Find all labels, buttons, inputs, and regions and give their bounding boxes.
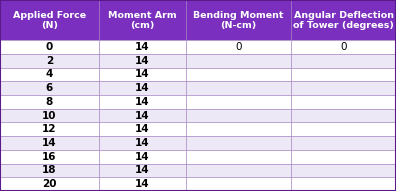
Text: 12: 12: [42, 124, 57, 134]
Text: Bending Moment
(N-cm): Bending Moment (N-cm): [193, 11, 284, 30]
Bar: [99, 109, 186, 122]
Bar: [186, 0, 291, 40]
Bar: [186, 68, 291, 81]
Bar: [186, 177, 291, 191]
Text: 14: 14: [135, 83, 150, 93]
Bar: [186, 40, 291, 54]
Bar: [99, 177, 186, 191]
Text: 14: 14: [135, 165, 150, 175]
Bar: [0, 136, 99, 150]
Bar: [186, 81, 291, 95]
Bar: [291, 68, 396, 81]
Bar: [186, 109, 291, 122]
Text: 14: 14: [135, 124, 150, 134]
Bar: [186, 54, 291, 68]
Text: 4: 4: [46, 69, 53, 79]
Bar: [99, 136, 186, 150]
Bar: [99, 95, 186, 109]
Text: Moment Arm
(cm): Moment Arm (cm): [108, 11, 177, 30]
Bar: [186, 122, 291, 136]
Bar: [0, 40, 99, 54]
Bar: [99, 122, 186, 136]
Bar: [291, 40, 396, 54]
Text: Angular Deflection
of Tower (degrees): Angular Deflection of Tower (degrees): [293, 11, 394, 30]
Bar: [291, 122, 396, 136]
Text: 8: 8: [46, 97, 53, 107]
Bar: [186, 95, 291, 109]
Text: 14: 14: [135, 69, 150, 79]
Text: 16: 16: [42, 152, 57, 162]
Bar: [0, 122, 99, 136]
Bar: [291, 136, 396, 150]
Bar: [0, 0, 99, 40]
Bar: [291, 177, 396, 191]
Bar: [99, 54, 186, 68]
Bar: [99, 0, 186, 40]
Bar: [99, 81, 186, 95]
Bar: [291, 95, 396, 109]
Bar: [0, 81, 99, 95]
Text: 0: 0: [340, 42, 347, 52]
Bar: [0, 163, 99, 177]
Bar: [0, 109, 99, 122]
Bar: [99, 150, 186, 163]
Bar: [291, 0, 396, 40]
Text: 10: 10: [42, 111, 57, 121]
Text: 14: 14: [135, 42, 150, 52]
Text: 6: 6: [46, 83, 53, 93]
Bar: [0, 177, 99, 191]
Bar: [186, 163, 291, 177]
Text: 14: 14: [135, 56, 150, 66]
Text: 14: 14: [135, 111, 150, 121]
Text: 2: 2: [46, 56, 53, 66]
Bar: [99, 68, 186, 81]
Bar: [0, 68, 99, 81]
Text: 14: 14: [42, 138, 57, 148]
Text: 14: 14: [135, 152, 150, 162]
Text: 0: 0: [46, 42, 53, 52]
Bar: [291, 150, 396, 163]
Bar: [291, 54, 396, 68]
Text: Applied Force
(N): Applied Force (N): [13, 11, 86, 30]
Bar: [291, 163, 396, 177]
Bar: [0, 95, 99, 109]
Bar: [99, 40, 186, 54]
Bar: [0, 150, 99, 163]
Text: 14: 14: [135, 138, 150, 148]
Bar: [186, 150, 291, 163]
Bar: [291, 81, 396, 95]
Text: 20: 20: [42, 179, 57, 189]
Text: 18: 18: [42, 165, 57, 175]
Bar: [291, 109, 396, 122]
Text: 0: 0: [235, 42, 242, 52]
Bar: [186, 136, 291, 150]
Text: 14: 14: [135, 97, 150, 107]
Bar: [99, 163, 186, 177]
Bar: [0, 54, 99, 68]
Text: 14: 14: [135, 179, 150, 189]
